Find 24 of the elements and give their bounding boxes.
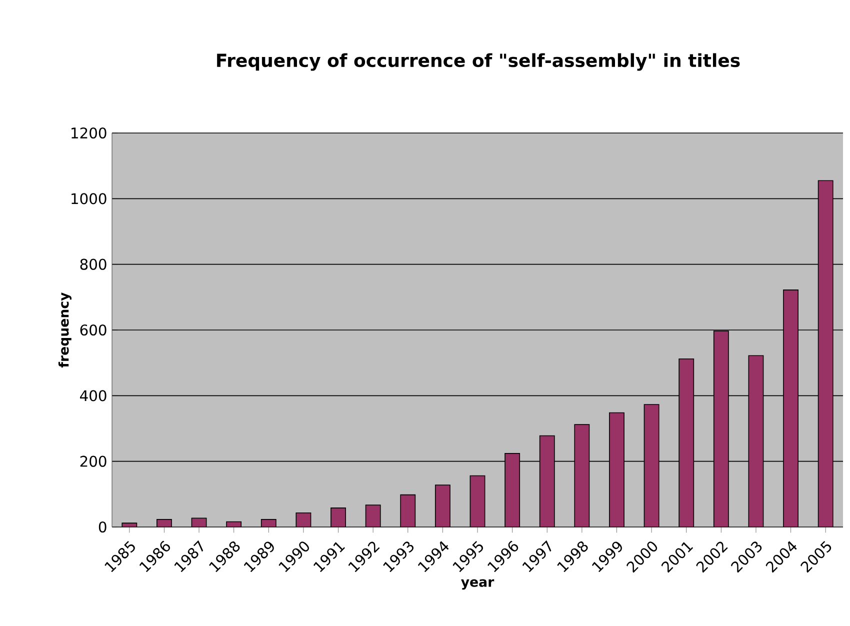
bar	[504, 453, 520, 527]
y-tick-label: 1200	[72, 127, 106, 139]
bar	[434, 484, 450, 527]
y-tick-label: 800	[80, 258, 106, 270]
bar	[400, 494, 416, 527]
y-tick-label: 600	[80, 324, 106, 336]
y-tick-label: 1000	[72, 193, 106, 204]
bar	[470, 475, 486, 527]
bar	[539, 435, 555, 527]
bar	[609, 412, 624, 527]
y-tick-label: 400	[80, 390, 106, 402]
y-tick-label: 200	[80, 456, 106, 467]
y-tick-label: 0	[98, 521, 106, 533]
bar	[818, 180, 834, 527]
bar	[574, 424, 590, 527]
chart-title: Frequency of occurrence of "self-assembly" in titles	[217, 53, 740, 71]
bar	[365, 504, 381, 527]
y-axis-title: frequency	[58, 292, 72, 368]
bar	[644, 404, 660, 527]
bar	[678, 358, 694, 527]
x-axis-title: year	[461, 579, 494, 590]
bar	[713, 330, 729, 527]
bar	[783, 290, 798, 527]
bar	[748, 355, 764, 527]
